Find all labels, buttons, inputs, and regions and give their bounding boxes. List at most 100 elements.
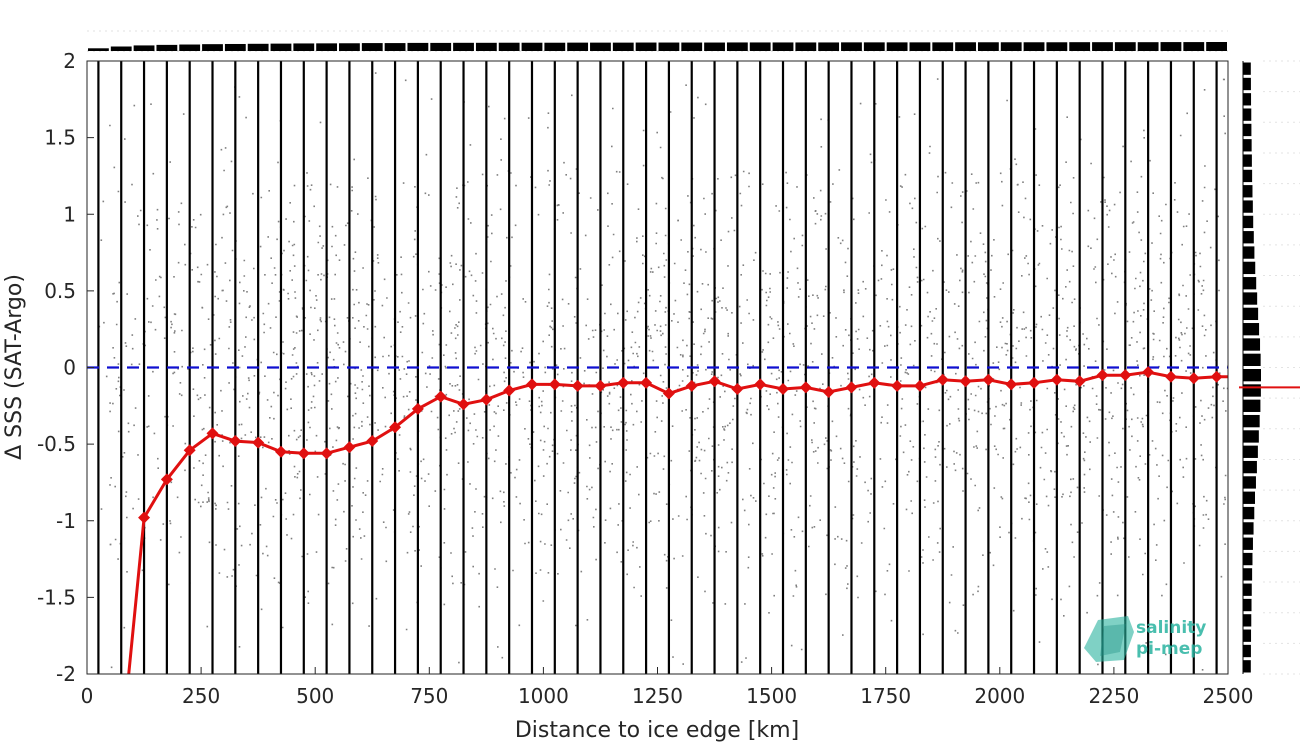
top-hist-bar [909,42,931,51]
mean-marker [959,375,972,388]
top-hist-bar [475,42,497,51]
mean-marker [1164,370,1177,383]
top-hist-bar [818,42,840,51]
mean-marker [617,376,630,389]
x-tick-label: 250 [182,684,220,708]
top-hist-bar [635,42,657,51]
right-hist-bar [1243,169,1253,183]
right-hist-bar [1243,384,1261,397]
top-hist-bar [361,43,383,51]
mean-marker [1028,376,1041,389]
x-tick-label: 1000 [518,684,569,708]
top-histogram [87,30,1228,52]
right-hist-bar [1243,338,1261,351]
top-hist-bar [590,42,611,51]
top-hist-bar [544,42,566,51]
mean-marker [480,393,493,406]
mean-marker [434,390,447,403]
right-hist-bar [1243,660,1251,673]
right-hist-bar [1243,583,1252,596]
right-histogram [1239,60,1300,675]
x-axis-label: Distance to ice edge [km] [515,718,799,743]
top-hist-bar [726,42,748,51]
mean-marker [1096,369,1109,382]
x-tick-label: 750 [410,684,448,708]
mean-marker [731,382,744,395]
mean-marker [594,379,607,392]
right-hist-bar [1243,552,1253,566]
right-hist-bar [1243,277,1257,290]
top-hist-bar [977,42,999,51]
mean-marker [1142,366,1155,379]
right-hist-bar [1243,399,1261,412]
mean-marker [1119,369,1132,382]
top-hist-bar [1160,42,1182,51]
top-hist-bar [521,42,543,51]
mean-marker [229,435,242,448]
top-hist-bar [932,42,954,51]
mean-marker [503,384,516,397]
mean-marker [982,373,995,386]
mean-marker [343,441,356,454]
x-tick-label: 2000 [974,684,1025,708]
top-hist-bar [612,42,634,51]
top-hist-bar [88,48,109,51]
top-hist-bar [567,42,589,51]
top-hist-bar [772,42,794,51]
y-tick-label: -1.5 [37,585,76,609]
x-tick-label: 1750 [860,684,911,708]
top-hist-bar [430,42,452,51]
top-hist-bar [293,43,315,51]
y-tick-label: 2 [63,49,76,73]
top-hist-bar [224,43,246,51]
top-hist-bar [1000,42,1022,51]
mean-marker [297,447,310,460]
top-hist-bar [407,42,429,51]
mean-marker [845,381,858,394]
x-tick-label: 1250 [632,684,683,708]
top-hist-bar [681,42,703,51]
top-hist-bar [863,42,885,51]
right-hist-bar [1243,307,1259,321]
x-tick-label: 500 [296,684,334,708]
right-hist-bar [1243,522,1254,535]
x-tick-label: 2500 [1203,684,1254,708]
top-hist-bar [179,44,201,51]
y-tick-label: -2 [56,662,76,686]
y-tick-label: -0.5 [37,432,76,456]
right-hist-bar [1243,598,1252,612]
logo-shape-icon [1100,624,1126,656]
right-hist-bar [1243,108,1252,121]
top-hist-bar [658,42,680,51]
y-axis-label: Δ SSS (SAT-Argo) [2,274,27,460]
top-hist-bar [886,42,908,51]
right-hist-bar [1243,77,1251,91]
top-hist-bar [133,45,155,51]
top-hist-bar [202,44,223,51]
right-hist-bar [1243,629,1252,642]
top-hist-bar [339,43,360,51]
mean-marker [1210,370,1223,383]
mean-marker [274,445,287,458]
logo-line2: pi-mep [1136,639,1202,659]
mean-marker [1073,375,1086,388]
mean-marker [160,473,173,486]
right-hist-bar [1243,215,1254,229]
y-tick-label: -1 [56,509,76,533]
right-hist-bar [1243,445,1258,458]
mean-marker [777,382,790,395]
right-hist-bar [1243,430,1259,443]
top-hist-bar [841,42,862,51]
y-tick-label: 0.5 [44,279,76,303]
mean-marker [754,378,767,391]
top-hist-bar [1069,42,1091,51]
right-hist-bar [1243,93,1252,106]
top-hist-bar [1023,42,1045,51]
mean-marker [457,398,470,411]
top-hist-bar [110,46,132,51]
mean-marker [525,378,538,391]
mean-marker [868,376,881,389]
top-hist-bar [498,42,520,51]
mean-marker [320,447,333,460]
